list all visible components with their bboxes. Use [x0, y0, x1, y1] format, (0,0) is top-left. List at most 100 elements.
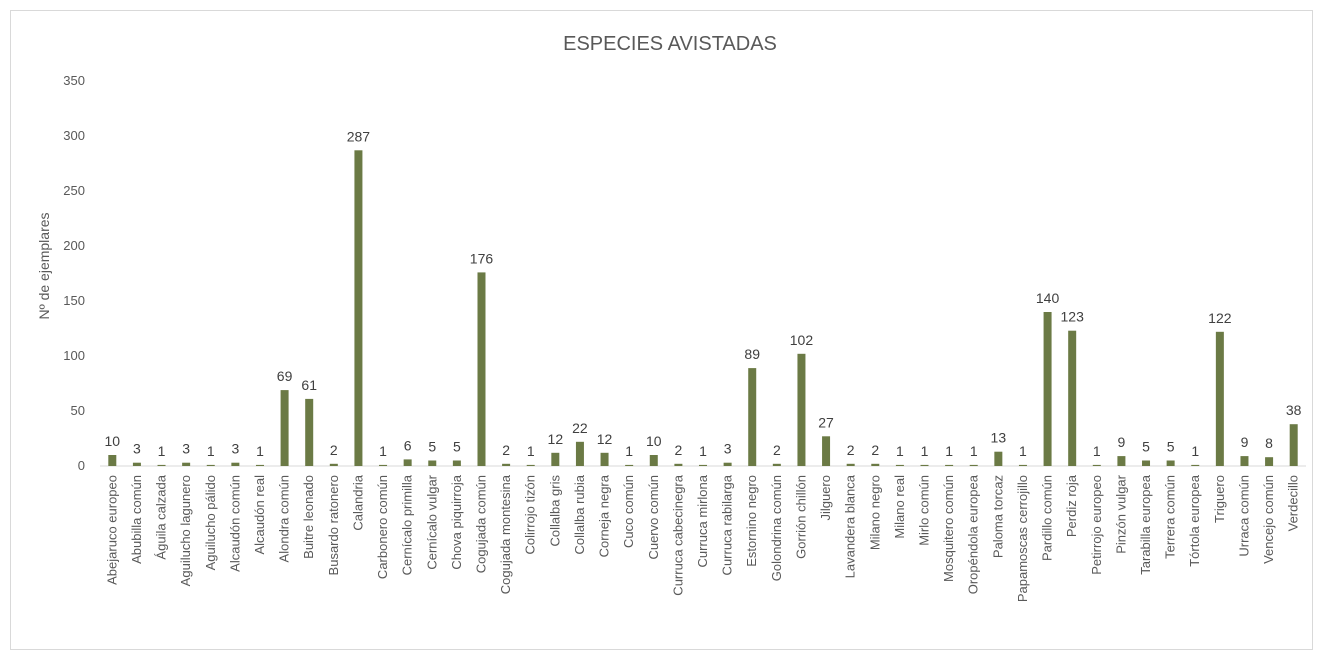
bar [1215, 331, 1224, 466]
data-label: 2 [773, 442, 781, 458]
data-label: 5 [1167, 439, 1175, 455]
y-axis-ticks: 0 50 100 150 200 250 300 350 [63, 73, 85, 473]
y-tick-label: 300 [63, 128, 85, 143]
category-label: Perdiz roja [1064, 474, 1079, 537]
category-label: Cernícalo primilla [400, 474, 415, 575]
bar [157, 464, 166, 466]
data-label: 1 [256, 443, 264, 459]
y-tick-label: 250 [63, 183, 85, 198]
data-label: 1 [527, 443, 535, 459]
category-label: Gorrión chillón [793, 475, 808, 559]
bar [108, 455, 117, 466]
y-tick-label: 350 [63, 73, 85, 88]
data-label: 1 [207, 443, 215, 459]
data-label: 2 [330, 442, 338, 458]
bar [132, 462, 141, 466]
category-label: Paloma torcaz [990, 475, 1005, 558]
bar [379, 464, 388, 466]
category-label: Estornino negro [744, 475, 759, 567]
bar [206, 464, 215, 466]
data-label: 122 [1208, 310, 1232, 326]
bar [1142, 460, 1151, 466]
category-label: Curruca cabecinegra [670, 474, 685, 595]
category-label: Lavandera blanca [843, 474, 858, 578]
data-label: 1 [158, 443, 166, 459]
category-labels: Abejaruco europeo Abubilla común Águila ca… [104, 474, 1300, 602]
chart-title: ESPECIES AVISTADAS [563, 33, 777, 55]
category-label: Colirrojo tizón [523, 475, 538, 554]
category-label: Cernícalo vulgar [424, 474, 439, 569]
data-label: 8 [1265, 435, 1273, 451]
bar [182, 462, 191, 466]
bar [280, 390, 289, 466]
bar [1289, 424, 1298, 466]
y-tick-label: 150 [63, 293, 85, 308]
data-label: 2 [847, 442, 855, 458]
category-label: Oropéndola europea [966, 474, 981, 594]
bar [846, 463, 855, 466]
data-label: 1 [625, 443, 633, 459]
data-label: 1 [921, 443, 929, 459]
category-label: Vencejo común [1261, 475, 1276, 564]
category-label: Tarabilla europea [1138, 474, 1153, 575]
bars [108, 150, 1298, 467]
bar [403, 459, 412, 466]
bar [1166, 460, 1175, 466]
bar [649, 455, 658, 466]
data-label: 5 [453, 439, 461, 455]
category-label: Tórtola europea [1187, 474, 1202, 567]
bar [1265, 457, 1274, 466]
y-axis-label: Nº de ejemplares [36, 212, 52, 319]
category-label: Pinzón vulgar [1113, 474, 1128, 553]
category-label: Urraca común [1236, 475, 1251, 557]
category-label: Aguilucho pálido [203, 475, 218, 570]
category-label: Águila calzada [154, 474, 169, 559]
bar [969, 464, 978, 466]
data-label: 61 [301, 377, 317, 393]
category-label: Terrera común [1163, 475, 1178, 559]
data-label: 3 [231, 441, 239, 457]
category-label: Calandria [350, 474, 365, 530]
bar [723, 462, 732, 466]
chart-frame: ESPECIES AVISTADAS Nº de ejemplares 0 50 1… [10, 10, 1313, 650]
data-label: 1 [970, 443, 978, 459]
data-label: 13 [991, 430, 1007, 446]
category-label: Milano real [892, 475, 907, 539]
category-label: Cogujada común [473, 475, 488, 573]
data-label: 2 [502, 442, 510, 458]
y-tick-label: 50 [71, 403, 85, 418]
bar [452, 460, 461, 466]
bar [945, 464, 954, 466]
data-label: 2 [871, 442, 879, 458]
category-label: Pardillo común [1040, 475, 1055, 561]
bar [354, 150, 363, 467]
bar [625, 464, 634, 466]
bar [895, 464, 904, 466]
category-label: Corneja negra [597, 474, 612, 557]
data-label: 5 [428, 439, 436, 455]
category-label: Chova piquirroja [449, 474, 464, 569]
data-label: 9 [1118, 434, 1126, 450]
data-label: 1 [945, 443, 953, 459]
bar [1092, 464, 1101, 466]
bar [255, 464, 264, 466]
category-label: Collalba gris [547, 475, 562, 547]
category-label: Buitre leonado [301, 475, 316, 559]
bar [1018, 464, 1027, 466]
bar [797, 353, 806, 466]
bar [1117, 456, 1126, 466]
category-label: Cuervo común [646, 475, 661, 560]
data-label: 102 [790, 332, 814, 348]
bar [1068, 330, 1077, 466]
data-label: 3 [133, 441, 141, 457]
category-label: Carbonero común [375, 475, 390, 579]
bar [920, 464, 929, 466]
bar [674, 463, 683, 466]
category-label: Petirrojo europeo [1089, 475, 1104, 575]
bar [1191, 464, 1200, 466]
bar [1240, 456, 1249, 466]
category-label: Busardo ratonero [326, 475, 341, 575]
data-label: 2 [674, 442, 682, 458]
data-label: 6 [404, 437, 412, 453]
